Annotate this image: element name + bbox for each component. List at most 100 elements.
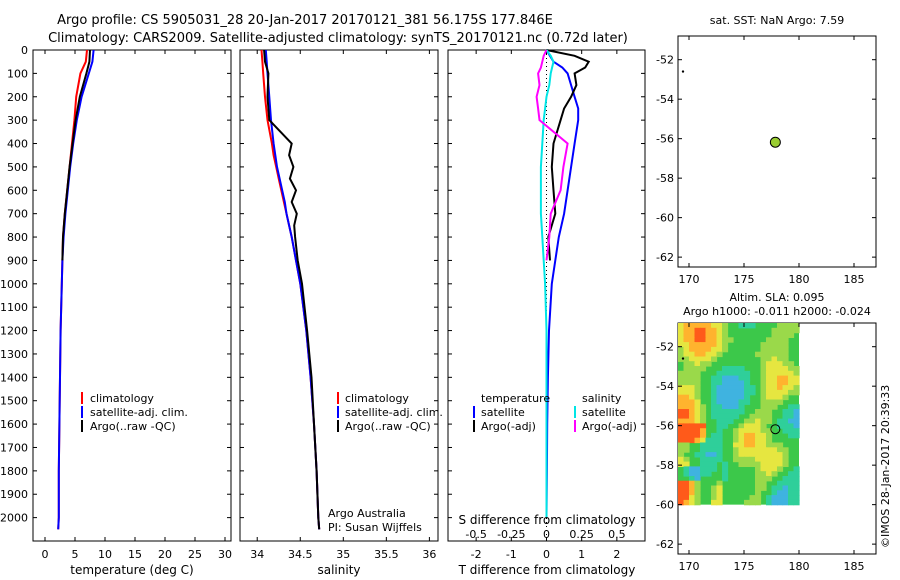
sla-cell <box>694 413 701 420</box>
sla-cell <box>700 361 707 367</box>
sla-cell <box>793 476 800 482</box>
land-speck <box>681 70 685 73</box>
series-line-temperature-argo-adj- <box>546 49 591 261</box>
sla-cell <box>782 342 789 348</box>
sla-cell <box>689 346 696 353</box>
legend-climatology-label: climatology <box>345 392 409 405</box>
sla-cell <box>683 471 690 477</box>
sla-cell <box>683 380 690 386</box>
depth-tick-label: 1100 <box>0 301 28 314</box>
land-speck <box>681 357 685 360</box>
sla-cell <box>755 423 762 429</box>
sla-cell <box>694 471 701 477</box>
sla-cell <box>777 327 784 334</box>
credit-line1: Argo Australia <box>328 507 406 520</box>
sla-cell <box>683 366 690 372</box>
sla-cell <box>738 380 745 386</box>
sla-cell <box>777 351 784 358</box>
sla-cell <box>694 490 701 496</box>
sla-heatmap <box>678 323 800 506</box>
sla-cell <box>733 409 740 415</box>
sla-cell <box>793 366 800 372</box>
sla-cell <box>716 380 723 386</box>
map-y-tick-label: -56 <box>656 133 674 146</box>
sla-cell <box>683 356 690 362</box>
map-x-tick-label: 170 <box>679 560 700 573</box>
legend-argo-label: Argo(..raw -QC) <box>345 420 431 433</box>
sla-cell <box>755 351 762 358</box>
sla-cell <box>711 495 718 501</box>
sla-cell <box>716 323 723 329</box>
sla-cell <box>755 437 762 444</box>
sla-cell <box>683 461 690 467</box>
sla-cell <box>716 389 723 396</box>
sla-cell <box>683 442 690 448</box>
sla-cell <box>793 375 800 381</box>
sla-cell <box>766 452 773 458</box>
sla-cell <box>711 447 718 453</box>
sla-cell <box>782 327 789 334</box>
sla-cell <box>749 499 756 506</box>
sla-cell <box>678 380 685 386</box>
sla-cell <box>694 499 701 506</box>
sla-cell <box>722 375 729 381</box>
sla-cell <box>738 409 745 415</box>
sla-cell <box>689 437 696 444</box>
sla-cell <box>766 356 773 362</box>
sla-cell <box>722 413 729 420</box>
sla-cell <box>782 447 789 453</box>
sla-cell <box>711 380 718 386</box>
sla-cell <box>694 389 701 396</box>
sla-cell <box>788 490 795 496</box>
sla-cell <box>793 323 800 329</box>
diff-legend-t-argo-label: Argo(-adj) <box>481 420 536 433</box>
sla-cell <box>782 323 789 329</box>
sla-cell <box>760 389 767 396</box>
sla-cell <box>766 385 773 391</box>
sla-cell <box>705 323 712 329</box>
sla-cell <box>744 389 751 396</box>
sla-cell <box>744 394 751 401</box>
x-tick-label: 10 <box>98 548 112 561</box>
sla-cell <box>727 366 734 372</box>
sla-cell <box>782 413 789 420</box>
sla-cell <box>694 323 701 329</box>
depth-tick-label: 1500 <box>0 395 28 408</box>
sla-cell <box>694 342 701 348</box>
sla-cell <box>733 366 740 372</box>
sla-cell <box>755 490 762 496</box>
sla-cell <box>700 437 707 444</box>
sla-cell <box>705 461 712 467</box>
sla-cell <box>683 409 690 415</box>
sla-cell <box>777 423 784 429</box>
sla-cell <box>760 461 767 467</box>
sla-cell <box>755 418 762 424</box>
sla-cell <box>689 375 696 381</box>
sla-cell <box>777 370 784 377</box>
sla-cell <box>777 332 784 338</box>
map-points <box>681 70 781 435</box>
sla-cell <box>771 495 778 501</box>
sla-cell <box>777 466 784 472</box>
sla-cell <box>711 346 718 353</box>
series-line-argo-raw-qc- <box>263 49 321 530</box>
s-diff-tick-label: 0.5 <box>608 528 626 541</box>
sla-cell <box>749 423 756 429</box>
sla-cell <box>777 361 784 367</box>
depth-tick-label: 2000 <box>0 512 28 525</box>
sla-cell <box>683 370 690 377</box>
sla-cell <box>678 342 685 348</box>
sla-cell <box>727 409 734 415</box>
sla-cell <box>689 485 696 491</box>
sla-cell <box>711 394 718 401</box>
map-y-tick-label: -62 <box>656 538 674 551</box>
sla-cell <box>678 432 685 439</box>
sla-cell <box>716 432 723 439</box>
sla-cell <box>755 466 762 472</box>
map-x-tick-label: 170 <box>679 273 700 286</box>
sla-cell <box>694 466 701 472</box>
sla-cell <box>744 437 751 444</box>
sla-cell <box>700 423 707 429</box>
sla-cell <box>694 394 701 401</box>
sla-cell <box>683 323 690 329</box>
